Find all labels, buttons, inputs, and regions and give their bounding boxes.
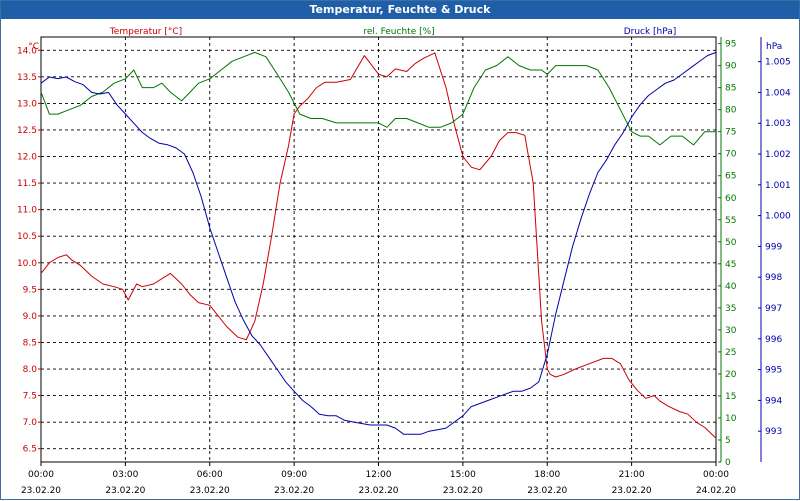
temperature-tick-label: 8.5 [23,338,37,348]
x-tick-label-date: 23.02.20 [358,486,398,496]
humidity-tick-label: 15 [725,392,736,402]
temperature-axis-label: Temperatur [°C] [109,27,182,37]
humidity-tick-label: 90 [725,62,737,72]
temperature-tick-label: 9.5 [23,285,37,295]
humidity-tick-label: 95 [725,40,736,50]
pressure-tick-label: 997 [765,304,782,314]
x-tick-label-time: 06:00 [197,470,223,480]
humidity-series-line [40,51,716,146]
temperature-tick-label: 13.5 [17,73,37,83]
pressure-tick-label: 993 [765,427,782,437]
temperature-tick-label: 9.0 [23,312,38,322]
x-tick-label-time: 09:00 [281,470,307,480]
x-tick-label-date: 23.02.20 [612,486,652,496]
pressure-tick-label: 994 [765,396,782,406]
temperature-tick-label: 8.0 [23,365,38,375]
pressure-tick-label: 996 [765,335,782,345]
pressure-tick-label: 999 [765,242,782,252]
humidity-tick-label: 45 [725,260,736,270]
x-tick-label-date: 23.02.20 [105,486,145,496]
humidity-tick-label: 70 [725,150,737,160]
pressure-series-line [40,51,717,435]
humidity-tick-label: 50 [725,238,737,248]
humidity-axis-label: rel. Feuchte [%] [363,27,434,37]
pressure-tick-label: 1.005 [765,58,791,68]
humidity-tick-label: 60 [725,194,737,204]
humidity-tick-label: 20 [725,370,737,380]
temperature-tick-label: 6.5 [23,445,37,455]
humidity-tick-label: 0 [725,458,731,468]
temperature-tick-label: 12.5 [17,126,37,136]
x-tick-label-time: 03:00 [112,470,138,480]
pressure-tick-label: 1.000 [765,212,791,222]
humidity-tick-label: 85 [725,84,736,94]
temperature-tick-label: 13.0 [17,99,37,109]
pressure-unit: hPa [766,42,782,52]
pressure-tick-label: 1.004 [765,88,791,98]
humidity-tick-label: 5 [725,436,731,446]
temperature-tick-label: 7.5 [23,392,37,402]
pressure-axis-label: Druck [hPa] [624,27,677,37]
x-tick-label-date: 24.02.20 [696,486,736,496]
temperature-tick-label: 10.5 [17,232,37,242]
x-tick-label-date: 23.02.20 [21,486,61,496]
x-tick-label-time: 18:00 [534,470,560,480]
humidity-tick-label: 80 [725,106,737,116]
x-tick-label-time: 21:00 [619,470,645,480]
temperature-unit: °C [28,42,39,52]
x-tick-label-time: 00:00 [703,470,729,480]
x-tick-label-time: 00:00 [28,470,54,480]
humidity-tick-label: 35 [725,304,736,314]
humidity-tick-label: 10 [725,414,737,424]
humidity-tick-label: 65 [725,172,736,182]
temperature-tick-label: 11.5 [17,179,37,189]
pressure-tick-label: 1.003 [765,119,791,129]
temperature-tick-label: 7.0 [23,418,38,428]
x-tick-label-date: 23.02.20 [274,486,314,496]
window-title: Temperatur, Feuchte & Druck [1,1,799,19]
x-tick-label-time: 12:00 [366,470,392,480]
humidity-tick-label: 40 [725,282,737,292]
humidity-tick-label: 55 [725,216,736,226]
pressure-tick-label: 1.001 [765,181,791,191]
temperature-tick-label: 12.0 [17,153,37,163]
temperature-tick-label: 11.0 [17,206,37,216]
x-tick-label-date: 23.02.20 [190,486,230,496]
humidity-tick-label: 75 [725,128,736,138]
temperature-tick-label: 10.0 [17,259,37,269]
pressure-tick-label: 1.002 [765,150,791,160]
pressure-tick-label: 995 [765,366,782,376]
temperature-series-line [40,52,717,439]
temperature-tick-label: 14.0 [17,46,37,56]
humidity-tick-label: 30 [725,326,737,336]
humidity-tick-label: 25 [725,348,736,358]
x-tick-label-date: 23.02.20 [443,486,483,496]
x-tick-label-date: 23.02.20 [527,486,567,496]
pressure-tick-label: 998 [765,273,782,283]
x-tick-label-time: 15:00 [450,470,476,480]
